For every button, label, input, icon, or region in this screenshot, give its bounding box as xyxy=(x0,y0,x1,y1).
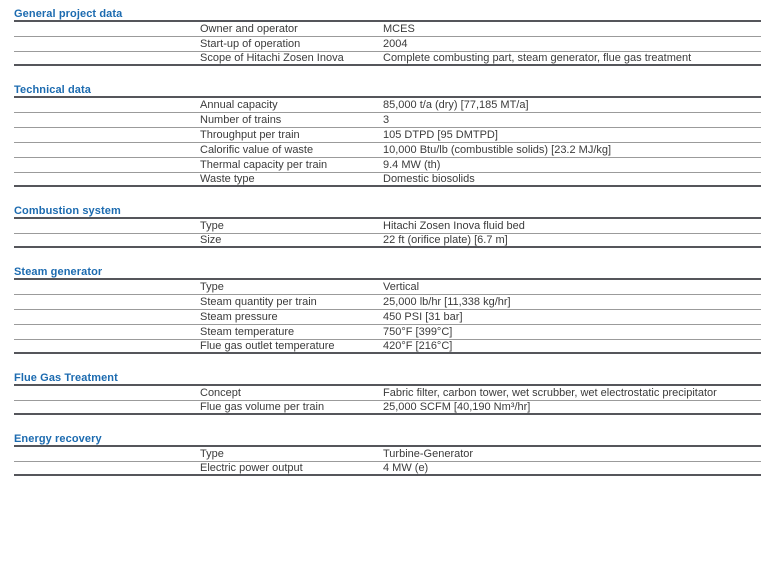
section-rows: Type Turbine-Generator Electric power ou… xyxy=(14,447,761,476)
row-label: Steam quantity per train xyxy=(200,296,317,308)
table-row: Throughput per train 105 DTPD [95 DMTPD] xyxy=(14,128,761,143)
row-label: Waste type xyxy=(200,173,255,185)
row-value: 105 DTPD [95 DMTPD] xyxy=(383,129,498,141)
row-value: 25,000 SCFM [40,190 Nm³/hr] xyxy=(383,401,531,413)
data-section: Steam generator Type Vertical Steam quan… xyxy=(14,267,761,354)
data-section: Flue Gas Treatment Concept Fabric filter… xyxy=(14,373,761,415)
table-row: Waste type Domestic biosolids xyxy=(14,173,761,187)
row-value: Complete combusting part, steam generato… xyxy=(383,52,692,64)
row-value: 750°F [399°C] xyxy=(383,326,453,338)
row-label: Concept xyxy=(200,387,241,399)
table-row: Flue gas volume per train 25,000 SCFM [4… xyxy=(14,401,761,415)
section-rows: Type Hitachi Zosen Inova fluid bed Size … xyxy=(14,219,761,248)
row-value: 22 ft (orifice plate) [6.7 m] xyxy=(383,234,508,246)
table-row: Steam quantity per train 25,000 lb/hr [1… xyxy=(14,295,761,310)
row-value: 3 xyxy=(383,114,390,126)
table-row: Electric power output 4 MW (e) xyxy=(14,462,761,476)
table-row: Type Turbine-Generator xyxy=(14,447,761,462)
row-value: 85,000 t/a (dry) [77,185 MT/a] xyxy=(383,99,529,111)
row-value: Vertical xyxy=(383,281,420,293)
row-label: Flue gas volume per train xyxy=(200,401,325,413)
row-label: Flue gas outlet temperature xyxy=(200,340,335,352)
row-value: 450 PSI [31 bar] xyxy=(383,311,463,323)
row-label: Steam temperature xyxy=(200,326,295,338)
row-label: Steam pressure xyxy=(200,311,278,323)
row-value: 9.4 MW (th) xyxy=(383,159,441,171)
data-section: Technical data Annual capacity 85,000 t/… xyxy=(14,85,761,187)
row-value: 10,000 Btu/lb (combustible solids) [23.2… xyxy=(383,144,612,156)
section-title: Energy recovery xyxy=(14,434,761,447)
row-label: Type xyxy=(200,220,224,232)
section-title: Steam generator xyxy=(14,267,761,280)
section-title: Flue Gas Treatment xyxy=(14,373,761,386)
row-value: Turbine-Generator xyxy=(383,448,474,460)
section-title: Combustion system xyxy=(14,206,761,219)
row-label: Type xyxy=(200,448,224,460)
table-row: Calorific value of waste 10,000 Btu/lb (… xyxy=(14,143,761,158)
row-value: Domestic biosolids xyxy=(383,173,475,185)
row-value: 420°F [216°C] xyxy=(383,340,453,352)
data-section: Combustion system Type Hitachi Zosen Ino… xyxy=(14,206,761,248)
table-row: Thermal capacity per train 9.4 MW (th) xyxy=(14,158,761,173)
row-label: Scope of Hitachi Zosen Inova xyxy=(200,52,344,64)
datasheet: General project data Owner and operator … xyxy=(14,9,761,476)
row-value: 25,000 lb/hr [11,338 kg/hr] xyxy=(383,296,511,308)
table-row: Annual capacity 85,000 t/a (dry) [77,185… xyxy=(14,98,761,113)
table-row: Owner and operator MCES xyxy=(14,22,761,37)
row-label: Thermal capacity per train xyxy=(200,159,328,171)
table-row: Scope of Hitachi Zosen Inova Complete co… xyxy=(14,52,761,66)
table-row: Size 22 ft (orifice plate) [6.7 m] xyxy=(14,234,761,248)
row-label: Size xyxy=(200,234,222,246)
row-label: Start-up of operation xyxy=(200,38,301,50)
table-row: Steam temperature 750°F [399°C] xyxy=(14,325,761,340)
row-label: Throughput per train xyxy=(200,129,300,141)
data-section: Energy recovery Type Turbine-Generator E… xyxy=(14,434,761,476)
table-row: Type Hitachi Zosen Inova fluid bed xyxy=(14,219,761,234)
row-label: Owner and operator xyxy=(200,23,298,35)
table-row: Start-up of operation 2004 xyxy=(14,37,761,52)
table-row: Type Vertical xyxy=(14,280,761,295)
section-rows: Type Vertical Steam quantity per train 2… xyxy=(14,280,761,354)
row-label: Annual capacity xyxy=(200,99,278,111)
row-value: 2004 xyxy=(383,38,408,50)
table-row: Steam pressure 450 PSI [31 bar] xyxy=(14,310,761,325)
section-title: Technical data xyxy=(14,85,761,98)
data-section: General project data Owner and operator … xyxy=(14,9,761,66)
section-rows: Owner and operator MCES Start-up of oper… xyxy=(14,22,761,66)
row-label: Calorific value of waste xyxy=(200,144,314,156)
section-rows: Concept Fabric filter, carbon tower, wet… xyxy=(14,386,761,415)
row-value: Fabric filter, carbon tower, wet scrubbe… xyxy=(383,387,717,399)
section-title: General project data xyxy=(14,9,761,22)
row-value: MCES xyxy=(383,23,415,35)
section-rows: Annual capacity 85,000 t/a (dry) [77,185… xyxy=(14,98,761,187)
row-value: Hitachi Zosen Inova fluid bed xyxy=(383,220,525,232)
table-row: Flue gas outlet temperature 420°F [216°C… xyxy=(14,340,761,354)
table-row: Concept Fabric filter, carbon tower, wet… xyxy=(14,386,761,401)
row-value: 4 MW (e) xyxy=(383,462,429,474)
row-label: Type xyxy=(200,281,224,293)
table-row: Number of trains 3 xyxy=(14,113,761,128)
row-label: Electric power output xyxy=(200,462,303,474)
row-label: Number of trains xyxy=(200,114,282,126)
